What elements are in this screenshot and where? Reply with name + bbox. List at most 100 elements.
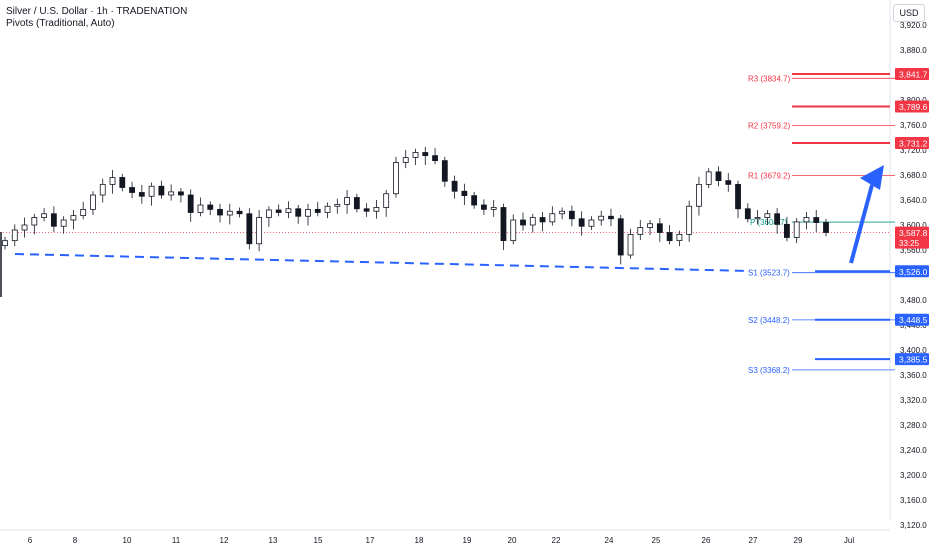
price-tag-bg xyxy=(895,67,929,80)
pivot-label: P (3604.7) xyxy=(750,218,788,227)
candle-body xyxy=(725,180,732,185)
candle-body xyxy=(481,204,487,210)
pivot-label: S1 (3523.7) xyxy=(748,269,790,278)
arrow-shaft xyxy=(849,184,874,264)
price-tag-label: 3,448.5 xyxy=(899,315,928,325)
candle-body xyxy=(451,180,458,192)
time-tick-label: 22 xyxy=(552,536,561,545)
candle-body xyxy=(422,152,429,157)
candle-body xyxy=(412,152,419,158)
time-tick-label: 6 xyxy=(28,536,33,545)
price-tag-label: 3,526.0 xyxy=(899,267,928,277)
time-tick-label: 20 xyxy=(508,536,517,545)
candle-body xyxy=(138,192,145,197)
candle-body xyxy=(236,210,243,215)
price-tag-bg xyxy=(895,353,929,366)
candle-body xyxy=(50,213,57,227)
candle-body xyxy=(656,223,663,233)
candle-body xyxy=(99,183,106,196)
price-tick-label: 3,360.0 xyxy=(900,371,927,380)
candle-body xyxy=(676,233,683,242)
candle-body xyxy=(813,217,820,223)
candle-body xyxy=(80,208,87,217)
candle-body xyxy=(432,155,438,162)
bullish-arrow[interactable] xyxy=(849,165,884,264)
candle-body xyxy=(11,229,18,242)
candle-body xyxy=(637,227,644,235)
price-tick-label: 3,480.0 xyxy=(900,296,927,305)
candle-body xyxy=(559,210,566,215)
candle-body xyxy=(823,222,829,233)
candle-body xyxy=(578,218,585,227)
candle-body xyxy=(402,157,409,163)
price-tick-label: 3,680.0 xyxy=(900,171,927,180)
time-tick-label: 11 xyxy=(172,536,181,545)
currency-button[interactable]: USD xyxy=(893,4,925,22)
price-tick-label: 3,320.0 xyxy=(900,396,927,405)
time-axis[interactable]: 6 8 10 11 12 13 15 17 18 19 20 22 24 25 26 27 29 Jul xyxy=(0,529,890,545)
price-tag-label: 3,385.5 xyxy=(899,355,928,365)
candle-body xyxy=(539,217,546,223)
pivot-label: S2 (3448.2) xyxy=(748,316,790,325)
candle-body xyxy=(363,208,370,212)
price-tick-label: 3,120.0 xyxy=(900,521,927,530)
price-tick-label: 3,560.0 xyxy=(900,246,927,255)
dashed-support-line xyxy=(14,253,751,272)
candle-body xyxy=(70,215,77,221)
pivot-label: R2 (3759.2) xyxy=(748,122,791,131)
price-tag-bg xyxy=(895,265,929,278)
price-tick-label: 3,200.0 xyxy=(900,471,927,480)
candle-body xyxy=(529,217,536,226)
candle-body xyxy=(461,190,468,197)
candle-body xyxy=(295,208,302,217)
time-tick-label: 27 xyxy=(749,536,758,545)
candle-body xyxy=(568,210,575,220)
candle-body xyxy=(744,208,751,220)
indicator-label[interactable]: Pivots (Traditional, Auto) xyxy=(6,18,115,29)
candle-body xyxy=(275,209,282,213)
price-tag-label: 3,731.2 xyxy=(899,139,928,149)
candle-body xyxy=(373,207,380,212)
current-price-tag-bg xyxy=(895,226,929,249)
candle-body xyxy=(608,215,614,220)
time-tick-label: 19 xyxy=(463,536,472,545)
candle-body xyxy=(178,191,184,196)
candle-body xyxy=(314,208,321,213)
candle-body xyxy=(754,217,761,220)
time-tick-label: 29 xyxy=(794,536,803,545)
candle-body xyxy=(549,213,556,223)
candle-body xyxy=(500,207,507,242)
price-tag-bg xyxy=(895,137,929,149)
time-tick-label: Jul xyxy=(844,536,854,545)
candle-body xyxy=(490,207,497,210)
candle-body xyxy=(197,204,204,213)
candle-body xyxy=(129,187,135,193)
candle-body xyxy=(471,195,478,206)
time-tick-label: 13 xyxy=(269,536,278,545)
candle-body xyxy=(256,217,263,245)
arrow-head xyxy=(860,165,884,190)
price-tick-label: 3,880.0 xyxy=(900,46,927,55)
time-tick-label: 25 xyxy=(652,536,661,545)
price-tag-label: 3,841.7 xyxy=(899,69,928,79)
candle-body xyxy=(715,171,722,182)
candles xyxy=(0,146,829,297)
candle-body xyxy=(217,208,223,216)
candle-body xyxy=(109,177,116,185)
candle-body xyxy=(148,185,155,197)
support-trendline[interactable] xyxy=(14,253,751,272)
candle-body xyxy=(441,160,448,182)
candle-body xyxy=(187,194,194,213)
price-tick-label: 3,920.0 xyxy=(900,21,927,30)
candle-body xyxy=(735,183,741,210)
price-tick-label: 3,720.0 xyxy=(900,146,927,155)
candle-body xyxy=(627,233,634,256)
candle-body xyxy=(793,221,800,238)
candle-body xyxy=(393,162,399,195)
time-tick-label: 18 xyxy=(415,536,424,545)
candle-body xyxy=(119,177,126,188)
time-tick-label: 26 xyxy=(702,536,711,545)
candle-body xyxy=(510,219,517,242)
candle-body xyxy=(598,215,605,221)
